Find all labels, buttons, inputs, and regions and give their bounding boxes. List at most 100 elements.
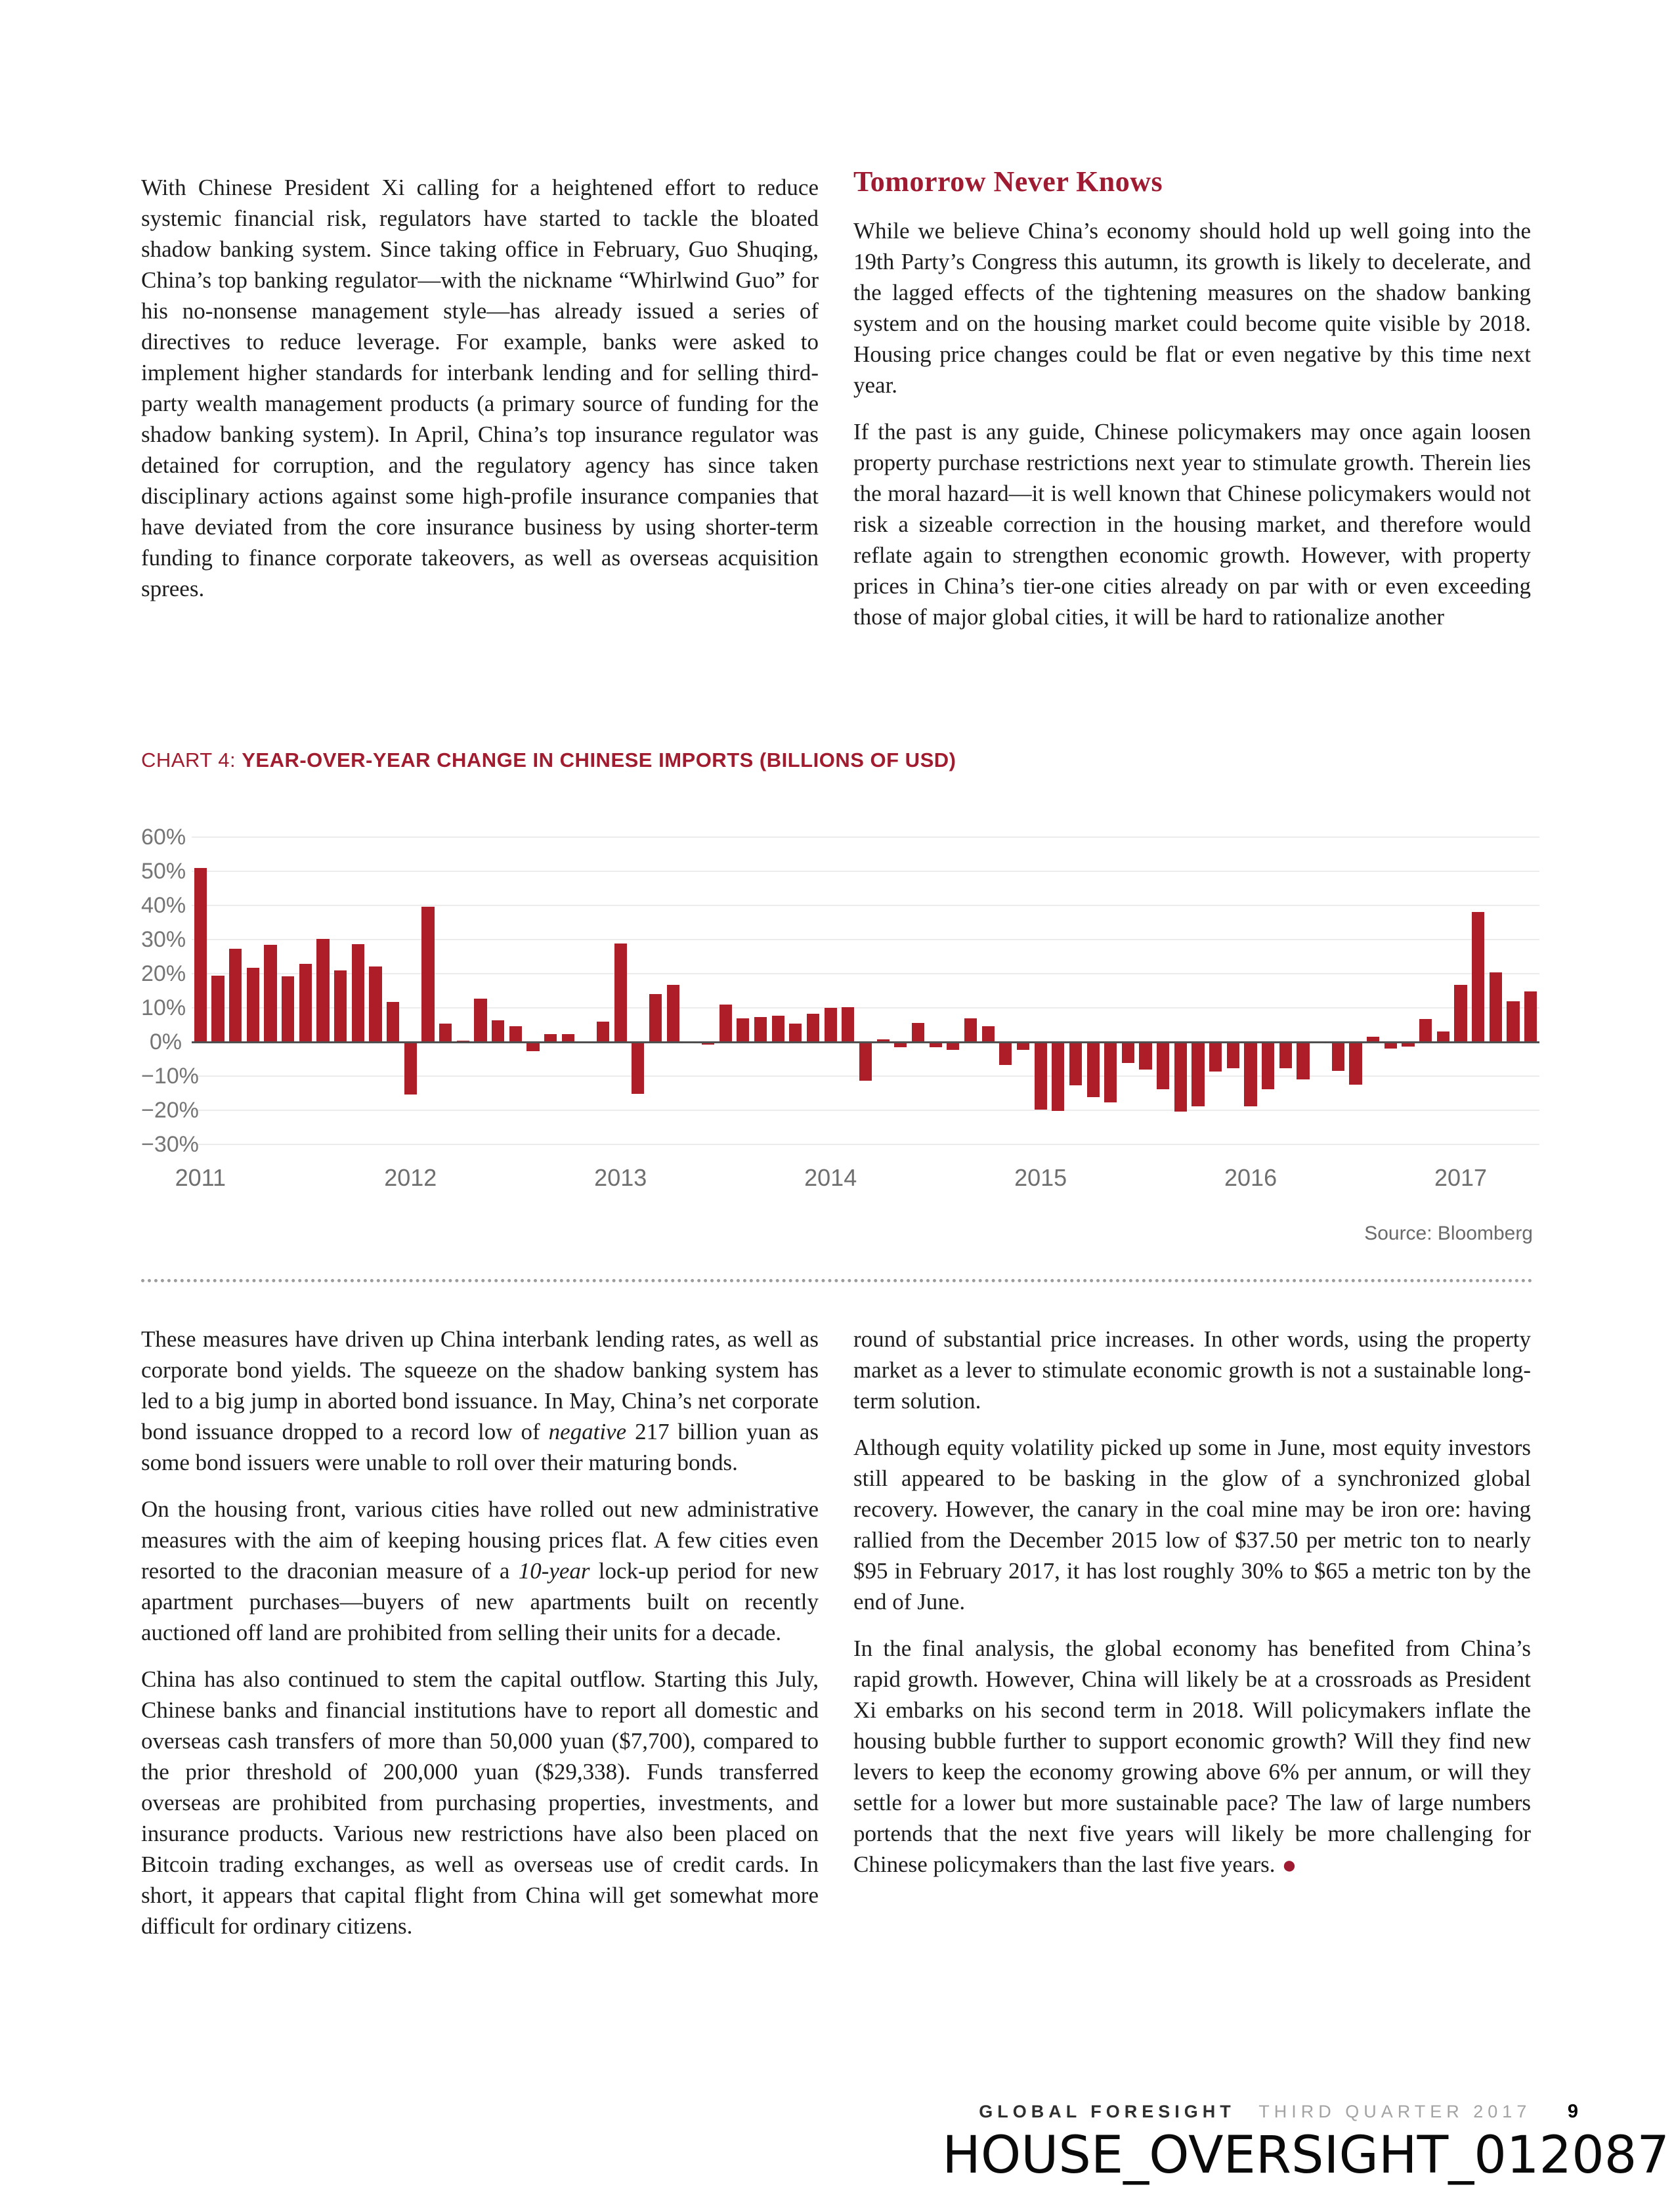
x-axis-tick-label: 2016 <box>1224 1164 1277 1191</box>
chart-bar <box>544 1033 557 1042</box>
chart-bar <box>1507 1001 1520 1042</box>
paragraph: China has also continued to stem the cap… <box>141 1666 819 1939</box>
italic-word: 10-year <box>518 1558 590 1584</box>
chart-bar <box>789 1024 802 1042</box>
bar-chart: 60% 50% 40% 30% 20% 10% 0% −10% −20% −30% 2011 2012… <box>141 825 1539 1191</box>
paragraph: With Chinese President Xi calling for a … <box>141 175 819 601</box>
x-axis-tick-label: 2011 <box>175 1164 226 1191</box>
chart-bar <box>842 1007 855 1042</box>
end-of-article-dot: ● <box>1281 1852 1297 1879</box>
chart-bar <box>981 1026 995 1042</box>
paragraph: In the final analysis, the global econom… <box>853 1633 1531 1880</box>
chart-title: CHART 4: YEAR-OVER-YEAR CHANGE IN CHINES… <box>141 748 1539 772</box>
x-axis-tick-label: 2013 <box>594 1164 647 1191</box>
gridline <box>192 973 1539 974</box>
y-axis-tick-label: −20% <box>141 1098 199 1123</box>
chart-bar <box>666 984 679 1042</box>
chart-bar <box>719 1005 732 1042</box>
y-axis-tick-label: 60% <box>141 825 186 850</box>
chart-bar <box>1419 1019 1432 1042</box>
page-footer: GLOBAL FORESIGHT THIRD QUARTER 2017 9 <box>979 2101 1579 2123</box>
text-segment: lock-up period for new apartment purchas… <box>141 1558 819 1645</box>
publication-name: GLOBAL FORESIGHT <box>979 2102 1235 2121</box>
bates-stamp: HOUSE_OVERSIGHT_012087 <box>942 2126 1669 2185</box>
chart-bar <box>334 970 347 1042</box>
chart-bar <box>894 1042 907 1048</box>
chart-bar <box>1121 1042 1135 1063</box>
paragraph: While we believe China’s economy should … <box>853 218 1531 398</box>
x-axis-tick-label: 2014 <box>804 1164 857 1191</box>
zero-axis-line <box>192 1041 1539 1043</box>
chart-bar <box>737 1018 750 1042</box>
chart-bar <box>1524 991 1537 1042</box>
gridline <box>192 1144 1539 1145</box>
chart-bar <box>1174 1042 1187 1112</box>
y-axis-tick-label: 30% <box>141 927 186 952</box>
chart-bar <box>1069 1042 1083 1086</box>
x-axis-tick-label: 2015 <box>1014 1164 1067 1191</box>
paragraph: round of substantial price increases. In… <box>853 1326 1531 1414</box>
gridline <box>192 939 1539 940</box>
y-axis-tick-label: 40% <box>141 893 186 918</box>
chart-bar <box>404 1042 417 1095</box>
chart-bar <box>649 993 662 1042</box>
paragraph: If the past is any guide, Chinese policy… <box>853 419 1531 630</box>
y-axis-tick-label: 50% <box>141 859 186 884</box>
text-segment: 217 billion yuan as some bond issuers we… <box>141 1419 819 1475</box>
chart-bar <box>1191 1042 1205 1106</box>
page-number: 9 <box>1567 2101 1579 2122</box>
chart-bar <box>1262 1042 1275 1089</box>
chart-bar <box>1367 1037 1380 1042</box>
gridline <box>192 871 1539 872</box>
gridline <box>192 1110 1539 1111</box>
chart-bar <box>526 1042 540 1051</box>
x-axis-tick-label: 2012 <box>384 1164 437 1191</box>
chart-bar <box>1436 1031 1449 1042</box>
chart-bar <box>824 1008 837 1042</box>
chart-bar <box>351 943 364 1042</box>
chart-bar <box>1472 911 1485 1042</box>
chart-bar <box>421 907 435 1042</box>
chart-bar <box>1454 985 1467 1042</box>
gridline <box>192 1007 1539 1008</box>
chart-bar <box>1086 1042 1100 1098</box>
chart-bar <box>1297 1042 1310 1079</box>
chart-bar <box>369 966 382 1042</box>
chart-bar <box>316 938 330 1042</box>
gridline <box>192 905 1539 906</box>
y-axis-tick-label: −30% <box>141 1132 199 1157</box>
chart-bar <box>246 967 259 1042</box>
italic-word: negative <box>548 1419 627 1444</box>
chart-bar <box>1384 1042 1397 1049</box>
chart-bar <box>771 1016 784 1042</box>
issue-label: THIRD QUARTER 2017 <box>1258 2102 1532 2121</box>
lower-left-column: These measures have driven up China inte… <box>141 1324 819 1941</box>
top-left-column: With Chinese President Xi calling for a … <box>141 172 819 604</box>
chart-bar <box>1331 1042 1344 1071</box>
chart-bar <box>1209 1042 1222 1072</box>
chart-bar <box>876 1039 890 1042</box>
chart-bar <box>806 1013 820 1042</box>
chart-title-text: YEAR-OVER-YEAR CHANGE IN CHINESE IMPORTS… <box>242 748 956 771</box>
chart-bar <box>1139 1042 1152 1070</box>
chart-bar <box>911 1023 925 1042</box>
chart-bar <box>1016 1042 1030 1051</box>
chart-bar <box>264 945 277 1042</box>
chart-bar <box>1402 1042 1415 1047</box>
chart-bar <box>561 1033 574 1042</box>
chart-bar <box>1349 1042 1362 1085</box>
x-axis-tick-label: 2017 <box>1434 1164 1488 1191</box>
text-segment: On the housing front, various cities hav… <box>141 1496 819 1584</box>
chart-bar <box>1489 972 1502 1042</box>
chart-bar <box>1226 1042 1239 1068</box>
chart-bar <box>299 963 312 1042</box>
chart-bar <box>229 949 242 1042</box>
lower-right-column: round of substantial price increases. In… <box>853 1324 1531 1880</box>
chart-bar <box>491 1020 505 1042</box>
dotted-divider <box>141 1279 1533 1282</box>
chart-bar <box>1244 1042 1257 1106</box>
chart-bar <box>1034 1042 1047 1110</box>
article-heading: Tomorrow Never Knows <box>853 165 1163 198</box>
y-axis-tick-label: −10% <box>141 1064 199 1089</box>
chart-bar <box>632 1042 645 1095</box>
